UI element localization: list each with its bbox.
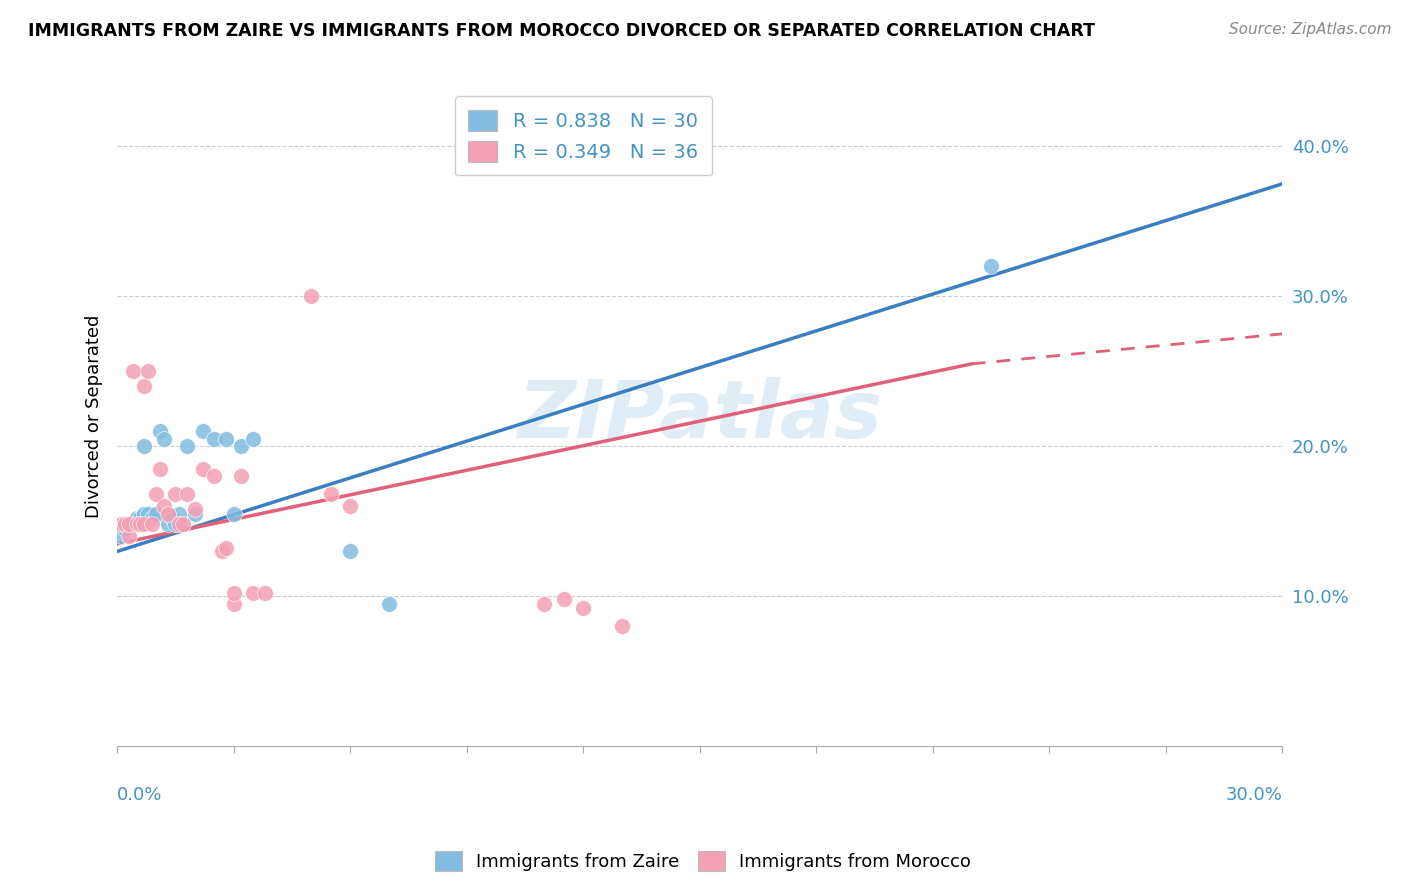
Point: [129, 517, 152, 532]
Point: [110, 517, 132, 532]
Point: [222, 597, 245, 611]
Point: [184, 507, 207, 521]
Legend: Immigrants from Zaire, Immigrants from Morocco: Immigrants from Zaire, Immigrants from M…: [427, 844, 979, 879]
Point: [253, 586, 276, 600]
Point: [114, 522, 136, 536]
Point: [222, 507, 245, 521]
Point: [202, 469, 225, 483]
Point: [125, 517, 148, 532]
Text: 30.0%: 30.0%: [1226, 786, 1282, 804]
Point: [145, 507, 167, 521]
Point: [572, 601, 595, 615]
Point: [110, 529, 132, 543]
Point: [176, 439, 198, 453]
Point: [141, 517, 163, 532]
Point: [165, 517, 187, 532]
Point: [215, 541, 238, 556]
Point: [172, 517, 194, 532]
Point: [202, 432, 225, 446]
Text: Source: ZipAtlas.com: Source: ZipAtlas.com: [1229, 22, 1392, 37]
Point: [121, 364, 143, 378]
Text: ZIPatlas: ZIPatlas: [517, 377, 882, 456]
Point: [160, 511, 183, 525]
Point: [141, 511, 163, 525]
Point: [211, 544, 233, 558]
Point: [121, 517, 143, 532]
Point: [129, 511, 152, 525]
Point: [152, 432, 174, 446]
Point: [231, 469, 253, 483]
Point: [169, 517, 191, 532]
Point: [169, 507, 191, 521]
Point: [152, 500, 174, 514]
Text: 0.0%: 0.0%: [117, 786, 163, 804]
Point: [125, 511, 148, 525]
Point: [319, 487, 342, 501]
Point: [134, 439, 156, 453]
Point: [242, 586, 264, 600]
Point: [191, 425, 214, 439]
Point: [156, 517, 179, 532]
Point: [339, 544, 361, 558]
Point: [165, 487, 187, 501]
Point: [149, 462, 172, 476]
Text: IMMIGRANTS FROM ZAIRE VS IMMIGRANTS FROM MOROCCO DIVORCED OR SEPARATED CORRELATI: IMMIGRANTS FROM ZAIRE VS IMMIGRANTS FROM…: [28, 22, 1095, 40]
Point: [299, 289, 322, 303]
Point: [134, 379, 156, 393]
Point: [184, 502, 207, 516]
Point: [149, 425, 172, 439]
Point: [191, 462, 214, 476]
Point: [118, 517, 141, 532]
Point: [156, 507, 179, 521]
Point: [176, 487, 198, 501]
Point: [134, 507, 156, 521]
Point: [533, 597, 555, 611]
Point: [118, 529, 141, 543]
Point: [125, 517, 148, 532]
Point: [610, 619, 633, 633]
Point: [222, 586, 245, 600]
Point: [553, 592, 575, 607]
Point: [118, 517, 141, 532]
Point: [129, 517, 152, 532]
Point: [242, 432, 264, 446]
Point: [378, 597, 401, 611]
Point: [136, 364, 159, 378]
Point: [114, 517, 136, 532]
Point: [231, 439, 253, 453]
Point: [215, 432, 238, 446]
Point: [134, 517, 156, 532]
Legend: R = 0.838   N = 30, R = 0.349   N = 36: R = 0.838 N = 30, R = 0.349 N = 36: [454, 96, 711, 176]
Point: [145, 487, 167, 501]
Point: [980, 260, 1002, 274]
Point: [136, 507, 159, 521]
Y-axis label: Divorced or Separated: Divorced or Separated: [86, 315, 103, 518]
Point: [339, 500, 361, 514]
